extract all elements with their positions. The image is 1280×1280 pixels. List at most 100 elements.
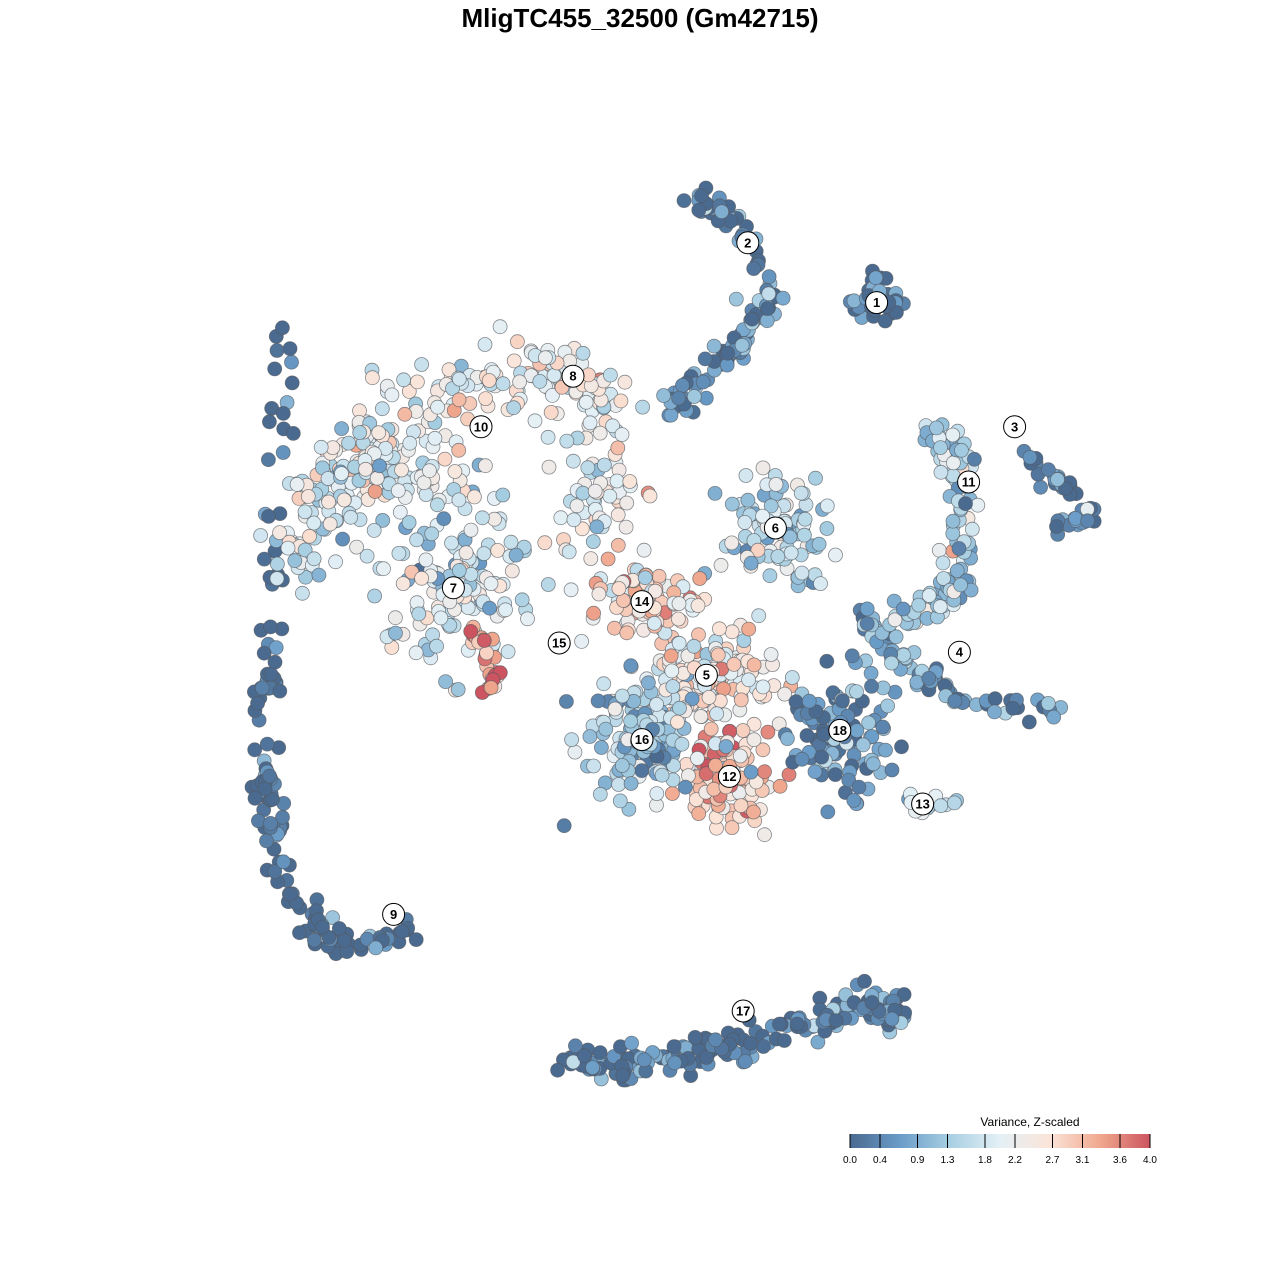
scatter-point <box>429 638 445 654</box>
scatter-point <box>532 373 548 389</box>
scatter-point <box>582 415 598 431</box>
scatter-point <box>813 576 828 591</box>
scatter-point <box>580 460 596 476</box>
legend-tick-label: 0.0 <box>843 1155 857 1166</box>
scatter-point <box>877 313 893 329</box>
scatter-point <box>811 536 827 552</box>
cluster-label-badge <box>630 728 654 752</box>
scatter-point <box>849 684 864 699</box>
scatter-point <box>267 361 283 377</box>
scatter-point <box>321 494 337 510</box>
scatter-point <box>414 570 430 586</box>
scatter-point <box>684 691 700 707</box>
scatter-point <box>666 758 681 773</box>
legend-colorbar <box>850 1134 1150 1148</box>
scatter-point <box>275 854 291 870</box>
scatter-point <box>261 509 277 524</box>
scatter-point <box>720 345 736 361</box>
scatter-point <box>782 529 798 545</box>
scatter-point <box>568 1038 583 1054</box>
scatter-point <box>414 357 430 372</box>
scatter-point <box>911 597 927 613</box>
scatter-point <box>510 334 525 350</box>
scatter-point <box>272 683 288 699</box>
scatter-point <box>331 921 347 936</box>
scatter-point <box>760 301 775 317</box>
scatter-point <box>726 657 742 672</box>
scatter-point <box>757 827 772 843</box>
scatter-point <box>770 549 786 564</box>
scatter-point <box>835 693 850 709</box>
scatter-point <box>600 551 616 567</box>
scatter-point <box>672 700 687 716</box>
cluster-label-1: 1 <box>865 291 889 315</box>
scatter-point <box>575 345 591 361</box>
scatter-point <box>735 723 751 738</box>
scatter-point <box>610 440 626 456</box>
scatter-point <box>474 510 490 526</box>
scatter-point <box>391 546 407 561</box>
scatter-point <box>451 492 467 508</box>
scatter-point <box>741 621 757 637</box>
scatter-point <box>498 602 513 618</box>
scatter-point <box>269 343 285 358</box>
scatter-point <box>275 405 291 421</box>
scatter-point <box>418 552 434 568</box>
scatter-point <box>946 455 961 471</box>
cluster-label-badge <box>561 364 585 388</box>
scatter-point <box>613 393 629 409</box>
scatter-point <box>592 1045 608 1060</box>
scatter-point <box>706 338 722 354</box>
cluster-label-text: 11 <box>962 475 976 490</box>
scatter-point <box>691 202 707 218</box>
scatter-point <box>574 634 589 649</box>
cluster-label-badge <box>1003 415 1027 439</box>
cluster-label-8: 8 <box>561 364 585 388</box>
scatter-point <box>709 706 725 722</box>
scatter-point <box>947 795 962 811</box>
cluster-label-11: 11 <box>957 470 981 494</box>
scatter-point <box>797 527 812 543</box>
scatter-point <box>306 515 322 531</box>
scatter-point <box>716 681 731 697</box>
scatter-point <box>1080 513 1095 529</box>
scatter-point <box>810 1034 826 1050</box>
scatter-point <box>762 568 778 584</box>
scatter-point <box>477 458 493 474</box>
scatter-point <box>761 286 777 302</box>
scatter-point <box>718 739 734 754</box>
cluster-label-badge <box>865 291 889 315</box>
scatter-point <box>565 453 581 469</box>
scatter-point <box>352 425 368 440</box>
scatter-point <box>537 535 553 551</box>
scatter-point <box>746 804 761 820</box>
cluster-label-17: 17 <box>731 999 755 1023</box>
scatter-point <box>274 320 290 336</box>
scatter-point <box>814 749 830 765</box>
scatter-point <box>374 401 390 417</box>
scatter-point <box>654 767 670 783</box>
cluster-label-14: 14 <box>630 590 654 614</box>
scatter-point <box>512 374 527 390</box>
scatter-point <box>777 686 793 702</box>
scatter-point <box>733 798 749 813</box>
scatter-point <box>671 390 686 406</box>
scatter-point <box>375 513 391 528</box>
cluster-label-badge <box>947 640 971 664</box>
scatter-point <box>788 694 804 710</box>
cluster-label-18: 18 <box>828 718 852 742</box>
scatter-point <box>954 442 969 458</box>
scatter-point <box>364 370 380 386</box>
scatter-point <box>784 670 800 685</box>
scatter-point <box>451 563 467 578</box>
cluster-label-text: 6 <box>772 521 779 536</box>
scatter-point <box>553 510 569 526</box>
scatter-point <box>411 606 427 622</box>
scatter-point <box>951 541 967 556</box>
legend-tick-label: 2.7 <box>1046 1155 1060 1166</box>
scatter-point <box>799 728 815 743</box>
scatter-point <box>894 739 909 755</box>
scatter-point <box>763 647 779 662</box>
cluster-label-3: 3 <box>1003 415 1027 439</box>
